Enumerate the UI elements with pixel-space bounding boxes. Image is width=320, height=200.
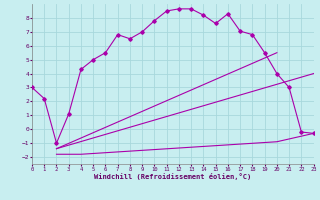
X-axis label: Windchill (Refroidissement éolien,°C): Windchill (Refroidissement éolien,°C) bbox=[94, 173, 252, 180]
